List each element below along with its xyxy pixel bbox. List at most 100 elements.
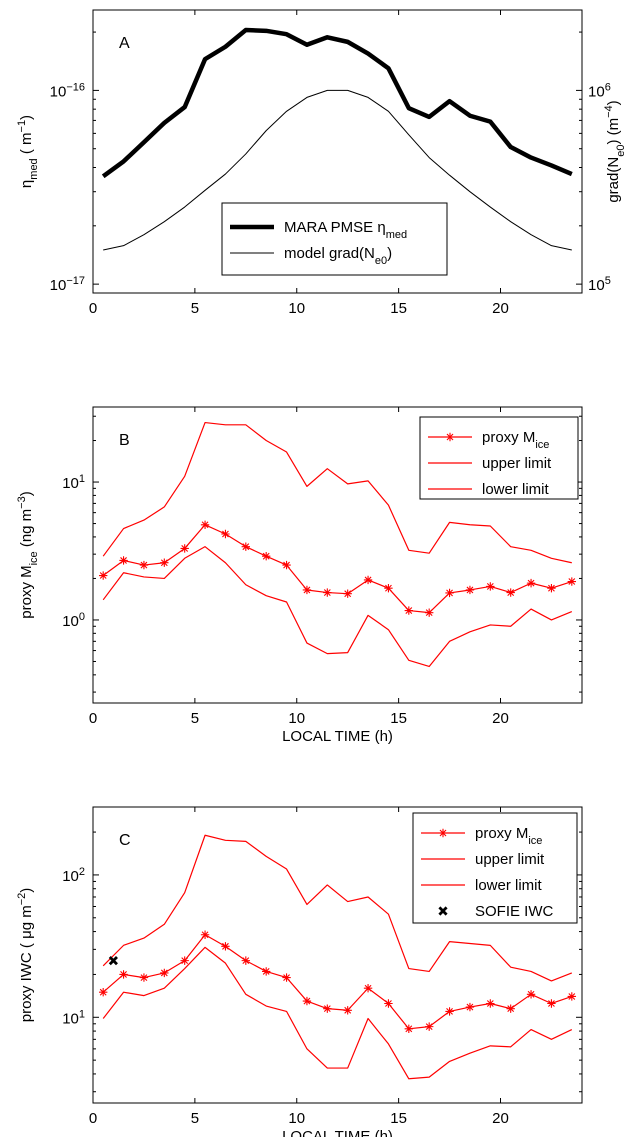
series-line [102,546,573,668]
data-point [465,585,475,595]
x-tick-label: 0 [89,1110,97,1127]
legend-marker [438,828,448,838]
legend-marker [445,432,455,442]
x-tick-label: 15 [390,710,407,727]
panel-label: C [119,832,131,849]
legend-marker [438,906,448,916]
legend: proxy Mice upper limit lower limit SOFIE IW… [412,812,578,924]
x-axis-label: LOCAL TIME (h) [282,728,393,745]
data-point [526,990,536,999]
series-0 [98,520,577,617]
y-tick-label: 105 [588,275,611,294]
data-point [241,542,251,551]
series-line [102,421,572,564]
series-line [102,834,573,982]
series-0 [98,930,577,1034]
data-point [424,608,434,617]
x-tick-label: 15 [390,1110,407,1127]
x-tick-label: 5 [191,300,199,317]
data-point [567,992,577,1001]
data-point [363,575,373,585]
panel-label: B [119,432,130,449]
x-tick-label: 20 [492,300,509,317]
legend-label: lower limit [482,481,550,498]
data-point [384,583,393,593]
series-line [102,934,573,1030]
data-point [108,956,118,966]
data-point [261,551,271,561]
x-tick-label: 5 [191,1110,199,1127]
data-point [200,520,210,529]
data-point [404,1024,414,1034]
legend-box [412,812,578,924]
y-tick-label: 10−16 [50,81,85,100]
series-line [103,89,572,251]
data-point [486,999,495,1008]
legend-label: upper limit [482,455,552,472]
x-tick-label: 0 [89,710,97,727]
data-point [241,956,251,965]
data-point [180,956,189,965]
data-point [343,589,352,598]
data-point [180,544,189,553]
data-point [221,942,230,951]
legend-label: upper limit [475,851,545,868]
data-point [465,1002,475,1012]
data-point [302,996,312,1006]
data-point [282,973,291,982]
series-1 [102,421,572,564]
x-tick-label: 10 [288,300,305,317]
plot-frame [92,806,583,1104]
y-axis-label: ηmed ( m−1) [16,115,40,188]
data-point [445,588,454,598]
legend-label: lower limit [475,877,543,894]
data-point [160,968,169,978]
series-1 [103,89,572,251]
data-point [98,988,108,997]
x-tick-label: 20 [492,710,509,727]
y-tick-label: 100 [62,611,85,630]
y-axis-label: proxy Mice (ng m−3) [16,491,40,618]
data-point [567,577,577,586]
legend: MARA PMSE ηmed model grad(Ne0) [221,202,448,276]
data-point [445,1007,454,1016]
series-line [102,946,573,1080]
y-tick-label: 106 [588,81,611,100]
data-point [384,999,393,1008]
plot-frame [92,9,583,294]
legend-label: proxy Mice [475,825,542,847]
data-point [221,529,230,539]
data-point [139,973,149,982]
data-point [139,560,149,570]
x-tick-label: 20 [492,1110,509,1127]
legend-box [221,202,448,276]
data-point [547,583,556,593]
data-point [200,930,210,939]
legend: proxy Mice upper limit lower limit [419,416,579,500]
series-line [102,524,572,614]
data-point [547,999,556,1008]
series-2 [102,546,573,668]
y-tick-label: 101 [62,1008,85,1027]
data-point [506,588,515,597]
series-3 [108,956,118,966]
x-axis-label: LOCAL TIME (h) [282,1128,393,1137]
y-axis-label: proxy IWC ( μg m−2) [16,888,35,1023]
y-tick-label: 10−17 [50,275,85,294]
data-point [323,1004,332,1013]
data-point [119,556,128,565]
series-2 [102,946,573,1080]
legend-box [419,416,579,500]
x-tick-label: 10 [288,1110,305,1127]
y-tick-label: 101 [62,473,85,492]
legend-label: MARA PMSE ηmed [284,219,407,241]
data-point [261,967,271,976]
data-point [119,970,128,979]
x-tick-label: 10 [288,710,305,727]
series-0 [101,27,573,179]
y-tick-label: 102 [62,866,85,885]
